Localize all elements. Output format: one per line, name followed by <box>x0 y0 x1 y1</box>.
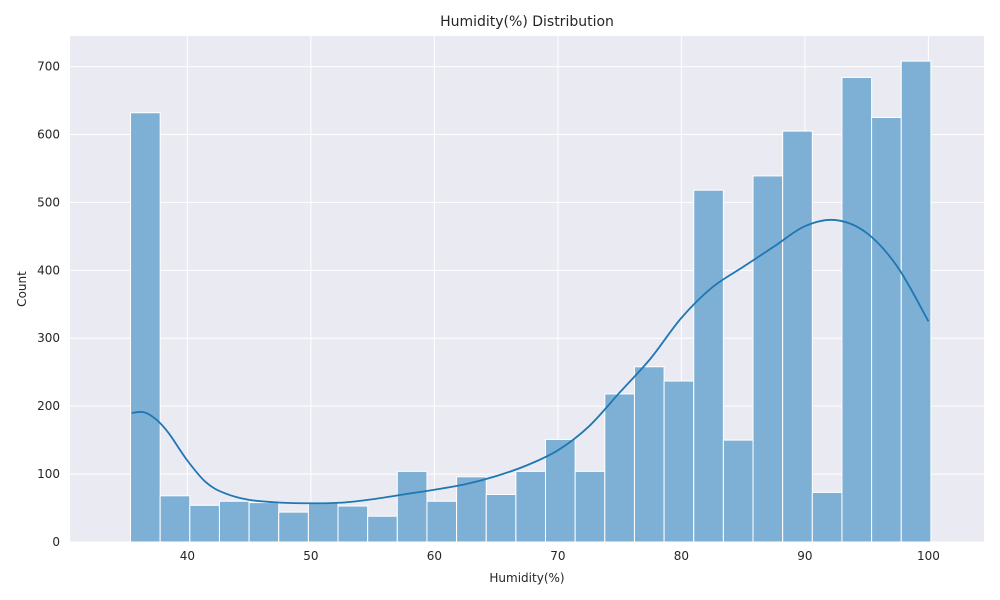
histogram-bar <box>159 495 191 543</box>
histogram-bar <box>722 439 754 543</box>
histogram-bar <box>485 493 517 543</box>
histogram-bar <box>871 117 902 543</box>
x-tick-label: 90 <box>797 549 812 563</box>
y-tick-label: 400 <box>37 263 60 277</box>
chart-title: Humidity(%) Distribution <box>440 14 614 30</box>
y-tick-label: 500 <box>37 195 60 209</box>
histogram-bar <box>633 366 665 543</box>
histogram-bar <box>189 504 220 543</box>
y-tick-label: 200 <box>37 399 60 413</box>
y-tick-label: 300 <box>37 331 60 345</box>
histogram-bar <box>693 189 724 543</box>
histogram-bar <box>456 476 487 543</box>
histogram-bar <box>130 112 161 543</box>
y-tick-label: 700 <box>37 60 60 74</box>
plot-area <box>70 36 984 542</box>
y-axis-ticks: 0 100 200 300 400 500 600 700 <box>37 60 60 549</box>
histogram-bar <box>663 380 695 543</box>
x-tick-label: 50 <box>303 549 318 563</box>
y-axis-label: Count <box>15 271 29 307</box>
histogram-bar <box>307 502 339 543</box>
kde-curve-layer <box>131 218 930 505</box>
histogram-bar <box>278 511 309 543</box>
x-axis-ticks: 40 50 60 70 80 90 100 <box>180 549 940 563</box>
histogram-bars <box>130 60 932 543</box>
histogram-bar <box>367 515 398 543</box>
x-tick-label: 60 <box>427 549 442 563</box>
histogram-bar <box>811 491 843 543</box>
y-tick-label: 600 <box>37 127 60 141</box>
histogram-bar <box>426 500 458 543</box>
histogram-bar <box>396 470 428 543</box>
histogram-bar <box>782 130 813 543</box>
histogram-bar <box>574 470 606 543</box>
histogram-bar <box>337 505 369 543</box>
x-tick-label: 100 <box>917 549 940 563</box>
x-tick-label: 80 <box>674 549 689 563</box>
histogram-bar <box>752 175 784 543</box>
y-tick-label: 100 <box>37 467 60 481</box>
histogram-bar <box>900 60 932 543</box>
kde-curve <box>131 218 930 505</box>
x-axis-label: Humidity(%) <box>489 571 564 585</box>
y-tick-label: 0 <box>52 535 60 549</box>
x-tick-label: 40 <box>180 549 195 563</box>
histogram-bar <box>841 76 873 543</box>
histogram-bar <box>248 502 280 543</box>
histogram-bar <box>604 393 635 543</box>
histogram-bar <box>515 470 547 543</box>
histogram-bar <box>545 438 576 543</box>
x-tick-label: 70 <box>550 549 565 563</box>
histogram-bar <box>218 500 250 543</box>
